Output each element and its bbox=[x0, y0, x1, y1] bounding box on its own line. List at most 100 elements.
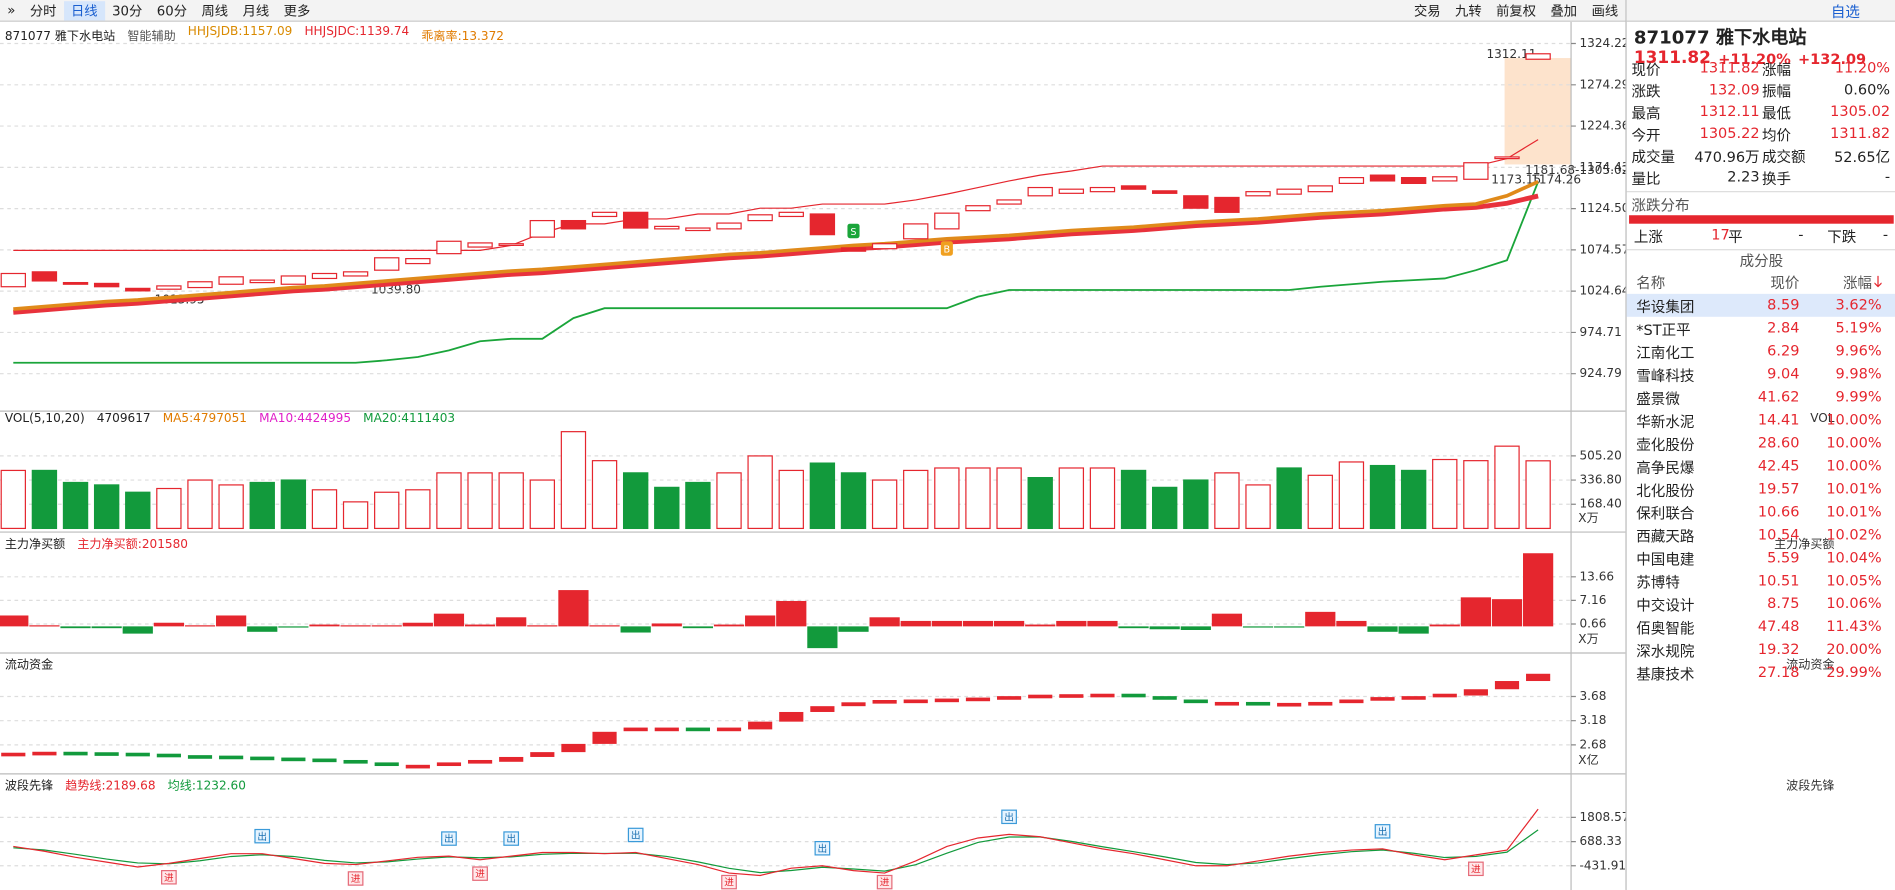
price: 41.62 bbox=[1757, 388, 1800, 406]
volume-bar bbox=[903, 469, 929, 530]
col-header[interactable]: 现价 bbox=[1770, 274, 1800, 292]
assist[interactable]: 智能辅助 bbox=[127, 30, 176, 44]
constituent-row[interactable]: *ST正平 2.84 5.19% bbox=[1627, 317, 1895, 340]
volume-bar bbox=[840, 472, 867, 530]
count: - bbox=[1882, 226, 1889, 244]
change: 5.19% bbox=[1835, 319, 1882, 337]
constituent-row[interactable]: 佰奥智能 47.48 11.43% bbox=[1627, 615, 1895, 638]
volume-header: VOL(5,10,20) 4709617 MA5:4797051 MA10:44… bbox=[5, 412, 455, 425]
flow-box bbox=[530, 752, 555, 757]
tab[interactable]: 更多 bbox=[283, 3, 311, 19]
constituent-row[interactable]: 中国电建 5.59 10.04% bbox=[1627, 547, 1895, 570]
flow-box bbox=[94, 752, 119, 756]
candle bbox=[1058, 188, 1085, 194]
constituent-row[interactable]: 基康技术 27.18 29.99% bbox=[1627, 661, 1895, 684]
value: 0.60% bbox=[1844, 81, 1891, 98]
net-bar bbox=[0, 615, 29, 627]
panel-title: 流动资金 bbox=[4, 659, 54, 673]
button[interactable]: 前复权 bbox=[1496, 3, 1537, 19]
button[interactable]: 交易 bbox=[1413, 3, 1441, 19]
net-bar bbox=[340, 625, 371, 627]
table-header[interactable]: 名称 现价 涨幅 bbox=[1627, 272, 1895, 293]
collapse-icon[interactable]: » bbox=[7, 2, 16, 19]
tab[interactable]: 60分 bbox=[156, 3, 187, 19]
change: 10.00% bbox=[1826, 411, 1882, 429]
y-tick-label: 1174.43 bbox=[1580, 160, 1626, 174]
tab[interactable]: 周线 bbox=[201, 3, 229, 19]
net-bar bbox=[1367, 626, 1398, 632]
button[interactable]: 九转 bbox=[1455, 3, 1482, 19]
legend: MA20:4111403 bbox=[363, 412, 456, 426]
constituent-row[interactable]: 高争民爆 42.45 10.00% bbox=[1627, 455, 1895, 478]
quote-row: 今开 1305.22 均价 1311.82 bbox=[1627, 122, 1895, 144]
volume-bar bbox=[405, 489, 431, 530]
constituent-row[interactable]: 华新水泥 14.41 10.00% bbox=[1627, 409, 1895, 432]
signal: 进 bbox=[1471, 864, 1481, 875]
volume-bar bbox=[342, 501, 369, 530]
signal-badge bbox=[1374, 824, 1391, 839]
count: - bbox=[1798, 226, 1804, 244]
volume-bar bbox=[965, 467, 991, 530]
constituent-row[interactable]: 北化股份 19.57 10.01% bbox=[1627, 478, 1895, 501]
value: 1311.82 bbox=[1830, 124, 1891, 142]
annotation: 1174.26 bbox=[1531, 173, 1581, 187]
change: 10.01% bbox=[1826, 503, 1882, 520]
label: 涨幅 bbox=[1761, 61, 1792, 79]
volume-bar bbox=[871, 479, 898, 530]
price: 1311.82 bbox=[1633, 48, 1711, 68]
candle bbox=[778, 211, 804, 218]
change: 29.99% bbox=[1826, 663, 1882, 681]
tab[interactable]: 月线 bbox=[242, 3, 270, 19]
legend: 主力净买额:201580 bbox=[77, 538, 188, 552]
tab[interactable]: 30分 bbox=[112, 3, 143, 19]
col-header[interactable]: 涨幅 bbox=[1842, 274, 1872, 292]
candle bbox=[374, 257, 400, 271]
constituent-row[interactable]: 雪峰科技 9.04 9.98% bbox=[1627, 363, 1895, 386]
constituent-row[interactable]: 西藏天路 10.54 10.02% bbox=[1627, 524, 1895, 547]
candle bbox=[249, 279, 275, 284]
net-bar bbox=[184, 625, 216, 627]
button[interactable]: 叠加 bbox=[1550, 3, 1578, 19]
highlight-zone bbox=[1504, 58, 1572, 165]
name: 壶化股份 bbox=[1636, 436, 1695, 454]
constituent-row[interactable]: 华设集团 8.59 3.62% bbox=[1626, 293, 1895, 317]
net-bar bbox=[1242, 626, 1274, 628]
flow-box bbox=[467, 759, 493, 764]
volume-bar bbox=[374, 491, 400, 530]
candle bbox=[0, 272, 26, 288]
signal-badge bbox=[721, 874, 737, 890]
constituent-row[interactable]: 保利联合 10.66 10.01% bbox=[1627, 501, 1895, 524]
legend: 4709617 bbox=[96, 412, 151, 426]
change: 10.04% bbox=[1826, 548, 1882, 566]
tab[interactable]: 分时 bbox=[29, 3, 57, 19]
flow-box bbox=[125, 752, 150, 757]
value: 1312.11 bbox=[1699, 102, 1760, 120]
y-tick-label: 1274.29 bbox=[1580, 77, 1626, 91]
volume-bar bbox=[1152, 486, 1178, 530]
tab[interactable]: 日线 bbox=[63, 0, 105, 20]
volume-bar bbox=[1183, 479, 1209, 530]
constituent-row[interactable]: 江南化工 6.29 9.96% bbox=[1627, 340, 1895, 363]
candle bbox=[1245, 191, 1271, 197]
flow-box bbox=[312, 758, 337, 763]
toolbar: » 分时 日线 30分 60分 周线 月线 更多 交易 九转 前复权 叠加 画线 bbox=[0, 0, 1626, 22]
y-tick-label: 3.68 bbox=[1580, 689, 1607, 703]
value: 132.09 bbox=[1708, 81, 1760, 98]
watch-button[interactable]: 自选 bbox=[1830, 3, 1860, 21]
change: 9.96% bbox=[1835, 342, 1882, 360]
constituent-row[interactable]: 中交设计 8.75 10.06% bbox=[1627, 593, 1895, 616]
net-bar bbox=[122, 626, 153, 634]
net-bar bbox=[464, 624, 496, 627]
y-tick-label: 1074.57 bbox=[1580, 242, 1626, 256]
candle bbox=[529, 219, 556, 238]
net-bar bbox=[1118, 626, 1149, 629]
constituent-row[interactable]: 壶化股份 28.60 10.00% bbox=[1627, 432, 1895, 455]
col-header[interactable]: 名称 bbox=[1636, 274, 1666, 292]
candle bbox=[218, 276, 244, 285]
net-bar bbox=[60, 626, 91, 629]
constituent-row[interactable]: 苏博特 10.51 10.05% bbox=[1627, 570, 1895, 593]
button[interactable]: 画线 bbox=[1591, 3, 1619, 19]
sort-icon[interactable] bbox=[1874, 275, 1882, 288]
constituent-row[interactable]: 深水规院 19.32 20.00% bbox=[1627, 638, 1895, 661]
constituent-row[interactable]: 盛景微 41.62 9.99% bbox=[1627, 386, 1895, 409]
